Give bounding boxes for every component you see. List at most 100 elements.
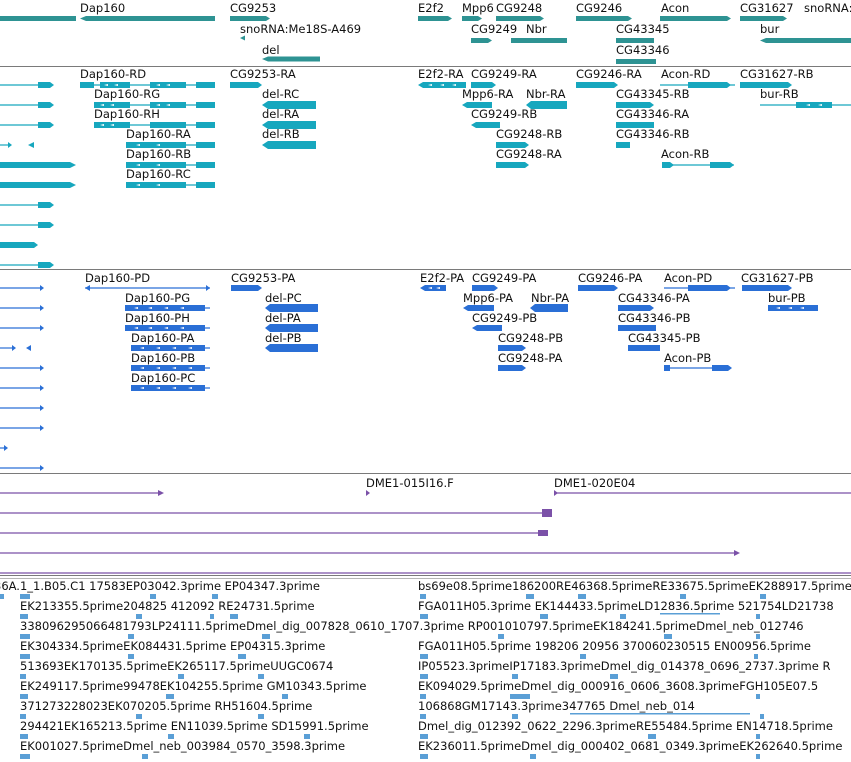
est-label[interactable]: 106868GM17143.3prime347765 Dmel_neb_014 — [418, 699, 695, 713]
fb-transcript-label[interactable]: CG43346-RA — [616, 107, 690, 121]
ref-transcript-label[interactable]: CG9248-PA — [498, 351, 563, 365]
clone-label[interactable]: DME1-020E04 — [554, 476, 636, 490]
gene-label[interactable]: CG9249 — [471, 22, 518, 36]
ref-transcript-label[interactable]: CG43345-PB — [628, 331, 701, 345]
est-label[interactable]: EK094029.5primeDmel_dig_000916_0606_3608… — [418, 679, 819, 693]
gene-feature — [496, 16, 544, 21]
gene-feature — [471, 38, 492, 43]
gene-feature — [660, 16, 731, 21]
ref-transcript-label[interactable]: Dap160-PG — [125, 291, 191, 305]
gene-feature — [760, 38, 851, 43]
est-label[interactable]: 36A.1_1.B05.C1 17583EP03042.3prime EP043… — [0, 579, 320, 593]
track-separator — [0, 473, 851, 474]
ref-transcript-label[interactable]: CG43346-PB — [618, 311, 691, 325]
est-label[interactable]: bs69e08.5prime186200RE46368.5primeRE3367… — [418, 579, 851, 593]
gene-label[interactable]: CG9246 — [576, 1, 623, 15]
gene-feature — [240, 35, 245, 41]
clone-label[interactable]: DME1-015I16.F — [366, 476, 454, 490]
fb-transcript-label[interactable]: E2f2-RA — [418, 67, 464, 81]
ref-transcript-label[interactable]: Nbr-PA — [531, 291, 570, 305]
gene-feature — [418, 16, 452, 21]
gene-feature — [262, 56, 320, 62]
ref-transcript-label[interactable]: Dap160-PC — [131, 371, 196, 385]
fb-transcript-label[interactable]: CG9253-RA — [230, 67, 296, 81]
gene-label[interactable]: snoRNA: — [804, 1, 851, 15]
gene-label[interactable]: E2f2 — [418, 1, 444, 15]
fb-transcript-label[interactable]: CG9246-RA — [576, 67, 642, 81]
fb-transcript-label[interactable]: bur-RB — [760, 87, 799, 101]
gene-feature — [616, 38, 654, 43]
gene-feature — [80, 16, 215, 21]
ref-transcript-label[interactable]: CG31627-PB — [741, 271, 814, 285]
gene-feature — [230, 16, 270, 21]
gene-label[interactable]: Acon — [661, 1, 690, 15]
fb-transcript-label[interactable]: Acon-RD — [661, 67, 711, 81]
gene-label[interactable]: CG9248 — [496, 1, 543, 15]
fb-transcript-label[interactable]: Nbr-RA — [526, 87, 566, 101]
est-label[interactable]: IP05523.3primeIP17183.3primeDmel_dig_014… — [418, 659, 831, 673]
est-label[interactable]: 338096295066481793LP24111.5primeDmel_dig… — [20, 619, 804, 633]
gene-label[interactable]: Nbr — [526, 22, 547, 36]
gene-label[interactable]: del — [262, 43, 280, 57]
gene-label[interactable]: Mpp6 — [462, 1, 494, 15]
fb-transcript-label[interactable]: Dap160-RG — [94, 87, 161, 101]
est-label[interactable]: EK001027.5primeDmel_neb_003984_0570_3598… — [20, 739, 346, 753]
track-separator — [0, 575, 851, 576]
gene-feature — [740, 16, 787, 21]
est-label[interactable]: 513693EK170135.5primeEK265117.5primeUUGC… — [20, 659, 334, 673]
fb-transcript-label[interactable]: del-RC — [262, 87, 300, 101]
ref-transcript-label[interactable]: Dap160-PB — [131, 351, 196, 365]
est-label[interactable]: FGA011H05.3prime EK144433.5primeLD12836.… — [418, 599, 834, 613]
fb-transcript-label[interactable]: Mpp6-RA — [462, 87, 514, 101]
ref-transcript-label[interactable]: Acon-PB — [664, 351, 712, 365]
est-label[interactable]: FGA011H05.5prime 198206 20956 3700602305… — [418, 639, 811, 653]
est-label[interactable]: 371273228023EK070205.5prime RH51604.5pri… — [20, 699, 313, 713]
ref-transcript-label[interactable]: del-PA — [265, 311, 301, 325]
ref-transcript-label[interactable]: Dap160-PD — [85, 271, 151, 285]
ref-transcript-label[interactable]: Acon-PD — [664, 271, 713, 285]
ref-transcript-label[interactable]: CG9253-PA — [231, 271, 296, 285]
ref-transcript-label[interactable]: CG9248-PB — [498, 331, 564, 345]
fb-transcript-label[interactable]: del-RB — [262, 127, 300, 141]
fb-transcript-label[interactable]: Dap160-RC — [126, 167, 191, 181]
est-label[interactable]: EK304334.5primeEK084431.5prime EP04315.3… — [20, 639, 326, 653]
est-label[interactable]: EK249117.5prime99478EK104255.5prime GM10… — [20, 679, 367, 693]
ref-transcript-label[interactable]: bur-PB — [768, 291, 806, 305]
ref-transcript-label[interactable]: E2f2-PA — [420, 271, 465, 285]
est-label[interactable]: Dmel_dig_012392_0622_2296.3primeRE55484.… — [418, 719, 833, 733]
gene-label[interactable]: CG9253 — [230, 1, 277, 15]
est-label[interactable]: EK213355.5prime204825 412092 RE24731.5pr… — [20, 599, 315, 613]
gene-label[interactable]: bur — [760, 22, 780, 36]
ref-transcript-label[interactable]: del-PB — [265, 331, 302, 345]
fb-transcript-label[interactable]: Dap160-RA — [126, 127, 191, 141]
fb-transcript-label[interactable]: Dap160-RB — [126, 147, 192, 161]
ref-transcript-label[interactable]: CG43346-PA — [618, 291, 690, 305]
ref-transcript-label[interactable]: del-PC — [265, 291, 302, 305]
est-label[interactable]: 294421EK165213.5prime EN11039.5prime SD1… — [20, 719, 369, 733]
fb-transcript-label[interactable]: Dap160-RH — [94, 107, 160, 121]
gene-label[interactable]: snoRNA:Me18S-A469 — [240, 22, 362, 36]
fb-transcript-label[interactable]: Dap160-RD — [80, 67, 147, 81]
fb-transcript-label[interactable]: CG9249-RB — [471, 107, 538, 121]
fb-transcript-label[interactable]: CG9248-RB — [496, 127, 563, 141]
ref-transcript-label[interactable]: Mpp6-PA — [463, 291, 514, 305]
ref-transcript-label[interactable]: CG9249-PB — [472, 311, 538, 325]
fb-transcript-label[interactable]: CG9249-RA — [471, 67, 537, 81]
gene-label[interactable]: CG43346 — [616, 43, 670, 57]
est-label[interactable]: EK236011.5primeDmel_dig_000402_0681_0349… — [418, 739, 843, 753]
ref-transcript-label[interactable]: Dap160-PH — [125, 311, 190, 325]
ref-transcript-label[interactable]: Dap160-PA — [131, 331, 195, 345]
gene-label[interactable]: Dap160 — [80, 1, 126, 15]
fb-transcript-label[interactable]: Acon-RB — [661, 147, 710, 161]
fb-transcript-label[interactable]: CG9248-RA — [496, 147, 562, 161]
fb-transcript-label[interactable]: CG43345-RB — [616, 87, 690, 101]
fb-transcript-label[interactable]: del-RA — [262, 107, 300, 121]
fb-transcript-label[interactable]: CG31627-RB — [740, 67, 814, 81]
fb-transcript-label[interactable]: CG43346-RB — [616, 127, 690, 141]
gene-label[interactable]: CG31627 — [740, 1, 794, 15]
ref-transcript-label[interactable]: CG9249-PA — [472, 271, 537, 285]
track-separator — [0, 66, 851, 67]
ref-transcript-label[interactable]: CG9246-PA — [578, 271, 643, 285]
gene-label[interactable]: CG43345 — [616, 22, 670, 36]
